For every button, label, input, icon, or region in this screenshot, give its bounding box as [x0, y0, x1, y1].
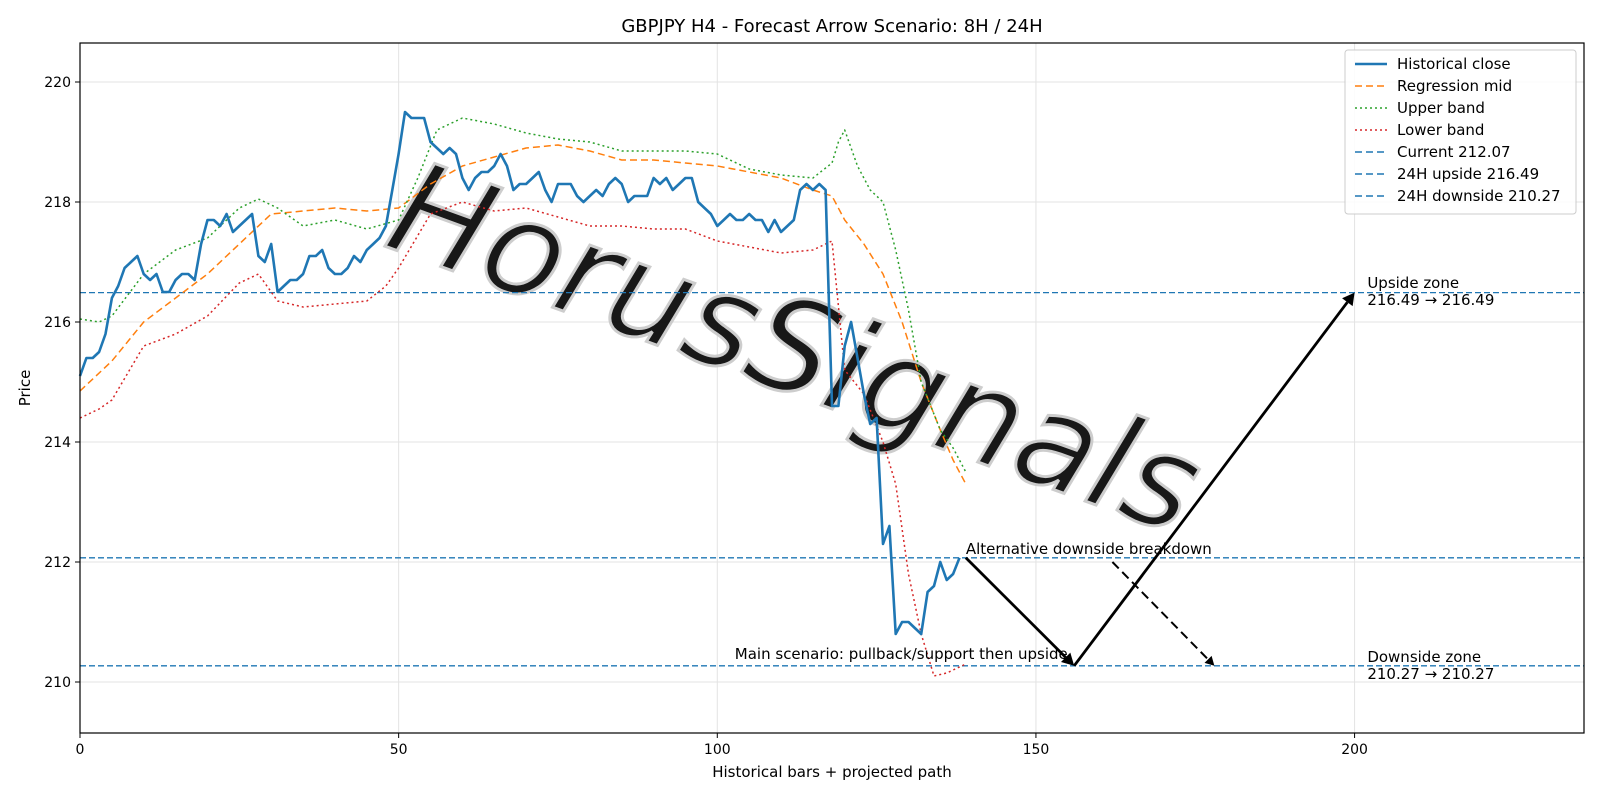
arrow-head: [1204, 655, 1215, 666]
y-tick-label: 210: [44, 675, 71, 691]
legend: Historical close Regression mid Upper band…: [1344, 49, 1577, 215]
legend-label: Regression mid: [1397, 77, 1512, 95]
x-tick-label: 200: [1341, 742, 1368, 758]
annotations: Alternative downside breakdown Main scena…: [735, 274, 1495, 683]
legend-box: [1344, 49, 1577, 215]
x-tick-label: 0: [76, 742, 85, 758]
x-tick-label: 150: [1023, 742, 1050, 758]
x-axis-label: Historical bars + projected path: [712, 763, 952, 781]
arrow-shaft: [1111, 561, 1209, 661]
y-tick-label: 214: [44, 435, 71, 451]
axis-ticks: 0 50 100 150 200 210 212 214 216 218 220: [44, 75, 1368, 758]
x-tick-label: 100: [704, 742, 731, 758]
zone-label-range: 216.49 → 216.49: [1367, 291, 1494, 309]
zone-label-title: Downside zone: [1367, 648, 1481, 666]
annotation-label: Main scenario: pullback/support then ups…: [735, 645, 1068, 663]
legend-label: 24H downside 210.27: [1397, 187, 1561, 205]
legend-label: Lower band: [1397, 121, 1484, 139]
arrow-shaft: [964, 556, 1067, 659]
y-tick-label: 220: [44, 75, 71, 91]
y-tick-label: 216: [44, 315, 71, 331]
series-line: [79, 144, 967, 485]
chart-title: GBPJPY H4 - Forecast Arrow Scenario: 8H …: [621, 16, 1042, 37]
grid: [79, 43, 1584, 733]
series-group: [78, 110, 967, 677]
arrow-shaft: [1073, 301, 1349, 667]
forecast-arrows: [964, 292, 1355, 667]
series-line: [78, 110, 961, 636]
legend-label: Current 212.07: [1397, 143, 1511, 161]
y-tick-label: 218: [44, 195, 71, 211]
series-line: [79, 117, 967, 473]
legend-label: 24H upside 216.49: [1397, 165, 1539, 183]
y-tick-label: 212: [44, 555, 71, 571]
plot-frame: [79, 42, 1585, 734]
series-line: [79, 201, 967, 677]
reference-lines: [80, 291, 1584, 667]
y-axis-label: Price: [16, 370, 34, 407]
arrow-head: [1061, 652, 1075, 666]
zone-label-title: Upside zone: [1367, 274, 1459, 292]
arrow-head: [1342, 292, 1355, 307]
legend-label: Upper band: [1397, 99, 1485, 117]
x-tick-label: 50: [390, 742, 408, 758]
annotation-label: Alternative downside breakdown: [966, 540, 1212, 558]
zone-label-range: 210.27 → 210.27: [1367, 665, 1494, 683]
legend-label: Historical close: [1397, 55, 1511, 73]
